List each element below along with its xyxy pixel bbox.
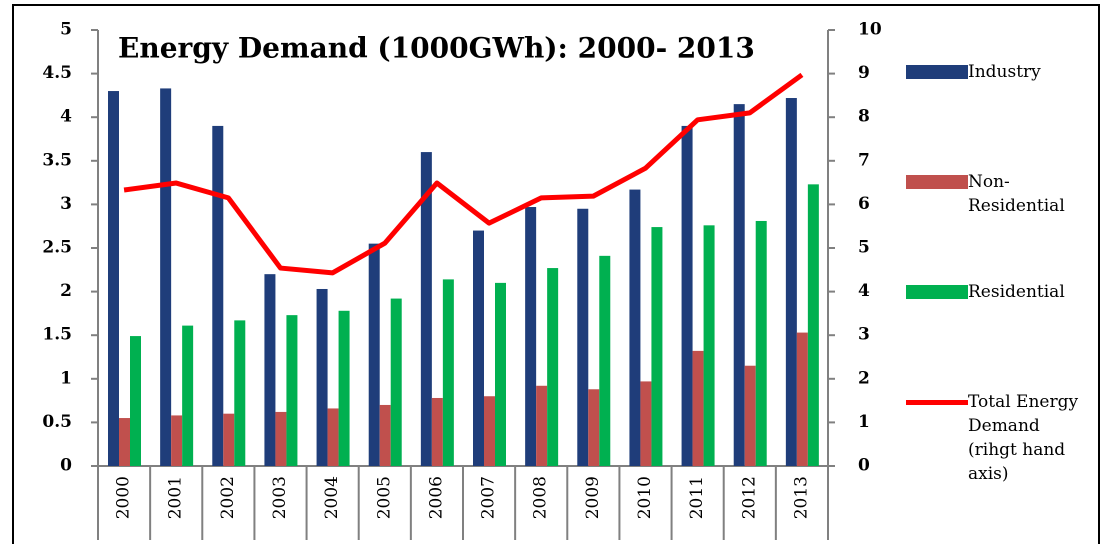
bar bbox=[171, 415, 183, 466]
legend-label: Non-Residential bbox=[968, 172, 1065, 216]
bar bbox=[431, 397, 443, 466]
bar bbox=[160, 88, 172, 466]
x-tick-label: 2013 bbox=[791, 476, 811, 519]
bar bbox=[212, 125, 224, 467]
bar bbox=[223, 413, 235, 466]
legend-swatch bbox=[906, 400, 968, 405]
y2-tick-label: 2 bbox=[858, 368, 870, 388]
bar bbox=[442, 279, 454, 466]
bar bbox=[733, 104, 745, 467]
y2-tick-label: 10 bbox=[858, 20, 882, 40]
x-tick-label: 2003 bbox=[270, 476, 290, 519]
y-tick-label: 3 bbox=[60, 194, 72, 214]
y-tick-label: 1.5 bbox=[42, 325, 72, 345]
bar bbox=[130, 336, 141, 466]
bar bbox=[368, 243, 380, 466]
bar bbox=[755, 220, 767, 466]
bar bbox=[599, 255, 611, 466]
bar bbox=[234, 320, 246, 466]
x-tick-label: 2005 bbox=[374, 476, 394, 519]
bar bbox=[495, 282, 506, 466]
x-tick-label: 2009 bbox=[583, 476, 603, 519]
x-tick-label: 2000 bbox=[114, 476, 134, 519]
y2-tick-label: 0 bbox=[858, 456, 870, 476]
bar bbox=[807, 184, 819, 466]
bar bbox=[640, 381, 652, 466]
x-tick-label: 2006 bbox=[426, 476, 446, 519]
legend-label: Industry bbox=[968, 62, 1041, 82]
bar bbox=[651, 227, 663, 466]
y2-tick-label: 6 bbox=[858, 194, 870, 214]
bar bbox=[796, 332, 808, 466]
bar bbox=[681, 125, 693, 467]
y2-tick-label: 4 bbox=[858, 281, 870, 301]
bar bbox=[264, 274, 276, 466]
x-tick-label: 2002 bbox=[218, 476, 238, 519]
y-tick-label: 1 bbox=[60, 368, 72, 388]
x-tick-label: 2008 bbox=[531, 476, 551, 519]
x-tick-label: 2004 bbox=[322, 476, 342, 519]
bar bbox=[744, 365, 756, 466]
y2-tick-label: 7 bbox=[858, 150, 870, 170]
y2-tick-label: 9 bbox=[858, 63, 870, 83]
bar bbox=[275, 411, 287, 466]
y-tick-label: 3.5 bbox=[42, 150, 72, 170]
bar bbox=[338, 310, 350, 466]
legend-swatch bbox=[906, 175, 968, 189]
y2-tick-label: 3 bbox=[858, 325, 870, 345]
y2-tick-label: 1 bbox=[858, 412, 870, 432]
bar bbox=[316, 288, 328, 466]
bar bbox=[577, 208, 589, 466]
bar bbox=[588, 389, 600, 466]
bar bbox=[547, 268, 559, 466]
x-tick-label: 2001 bbox=[166, 476, 186, 519]
legend-item: Non-Residential bbox=[906, 170, 1088, 218]
bar bbox=[390, 298, 402, 466]
y-tick-label: 0.5 bbox=[42, 412, 72, 432]
x-tick-label: 2012 bbox=[739, 476, 759, 519]
y-tick-label: 0 bbox=[60, 456, 72, 476]
bar bbox=[182, 325, 194, 466]
legend-item: Total Energy Demand (rihgt hand axis) bbox=[906, 390, 1088, 486]
y-tick-label: 4 bbox=[60, 107, 72, 127]
y-tick-label: 2 bbox=[60, 281, 72, 301]
bar bbox=[629, 189, 641, 467]
x-tick-label: 2007 bbox=[479, 476, 499, 519]
bar bbox=[536, 385, 548, 466]
bar bbox=[286, 315, 298, 466]
bar bbox=[119, 418, 130, 466]
legend-label: Residential bbox=[968, 282, 1065, 302]
legend-swatch bbox=[906, 285, 968, 299]
y2-tick-label: 8 bbox=[858, 107, 870, 127]
line bbox=[123, 72, 804, 276]
bar bbox=[703, 225, 715, 466]
y-tick-label: 5 bbox=[60, 20, 72, 40]
bar bbox=[473, 230, 484, 466]
x-tick-label: 2010 bbox=[635, 476, 655, 519]
bar bbox=[327, 408, 339, 466]
legend-swatch bbox=[906, 65, 968, 79]
bar bbox=[484, 396, 495, 466]
legend-item: Residential bbox=[906, 280, 1088, 304]
bar bbox=[108, 91, 119, 466]
x-tick-label: 2011 bbox=[687, 476, 707, 519]
legend-item: Industry bbox=[906, 60, 1088, 84]
bar bbox=[785, 98, 797, 467]
bar bbox=[692, 350, 704, 466]
y2-tick-label: 5 bbox=[858, 238, 870, 258]
bar bbox=[525, 207, 537, 467]
chart-title: Energy Demand (1000GWh): 2000- 2013 bbox=[118, 32, 755, 65]
legend-label: Total Energy Demand (rihgt hand axis) bbox=[968, 392, 1079, 484]
bar bbox=[379, 404, 391, 466]
y-tick-label: 2.5 bbox=[42, 238, 72, 258]
bar bbox=[420, 152, 432, 466]
frame bbox=[12, 4, 1100, 544]
y-tick-label: 4.5 bbox=[42, 63, 72, 83]
